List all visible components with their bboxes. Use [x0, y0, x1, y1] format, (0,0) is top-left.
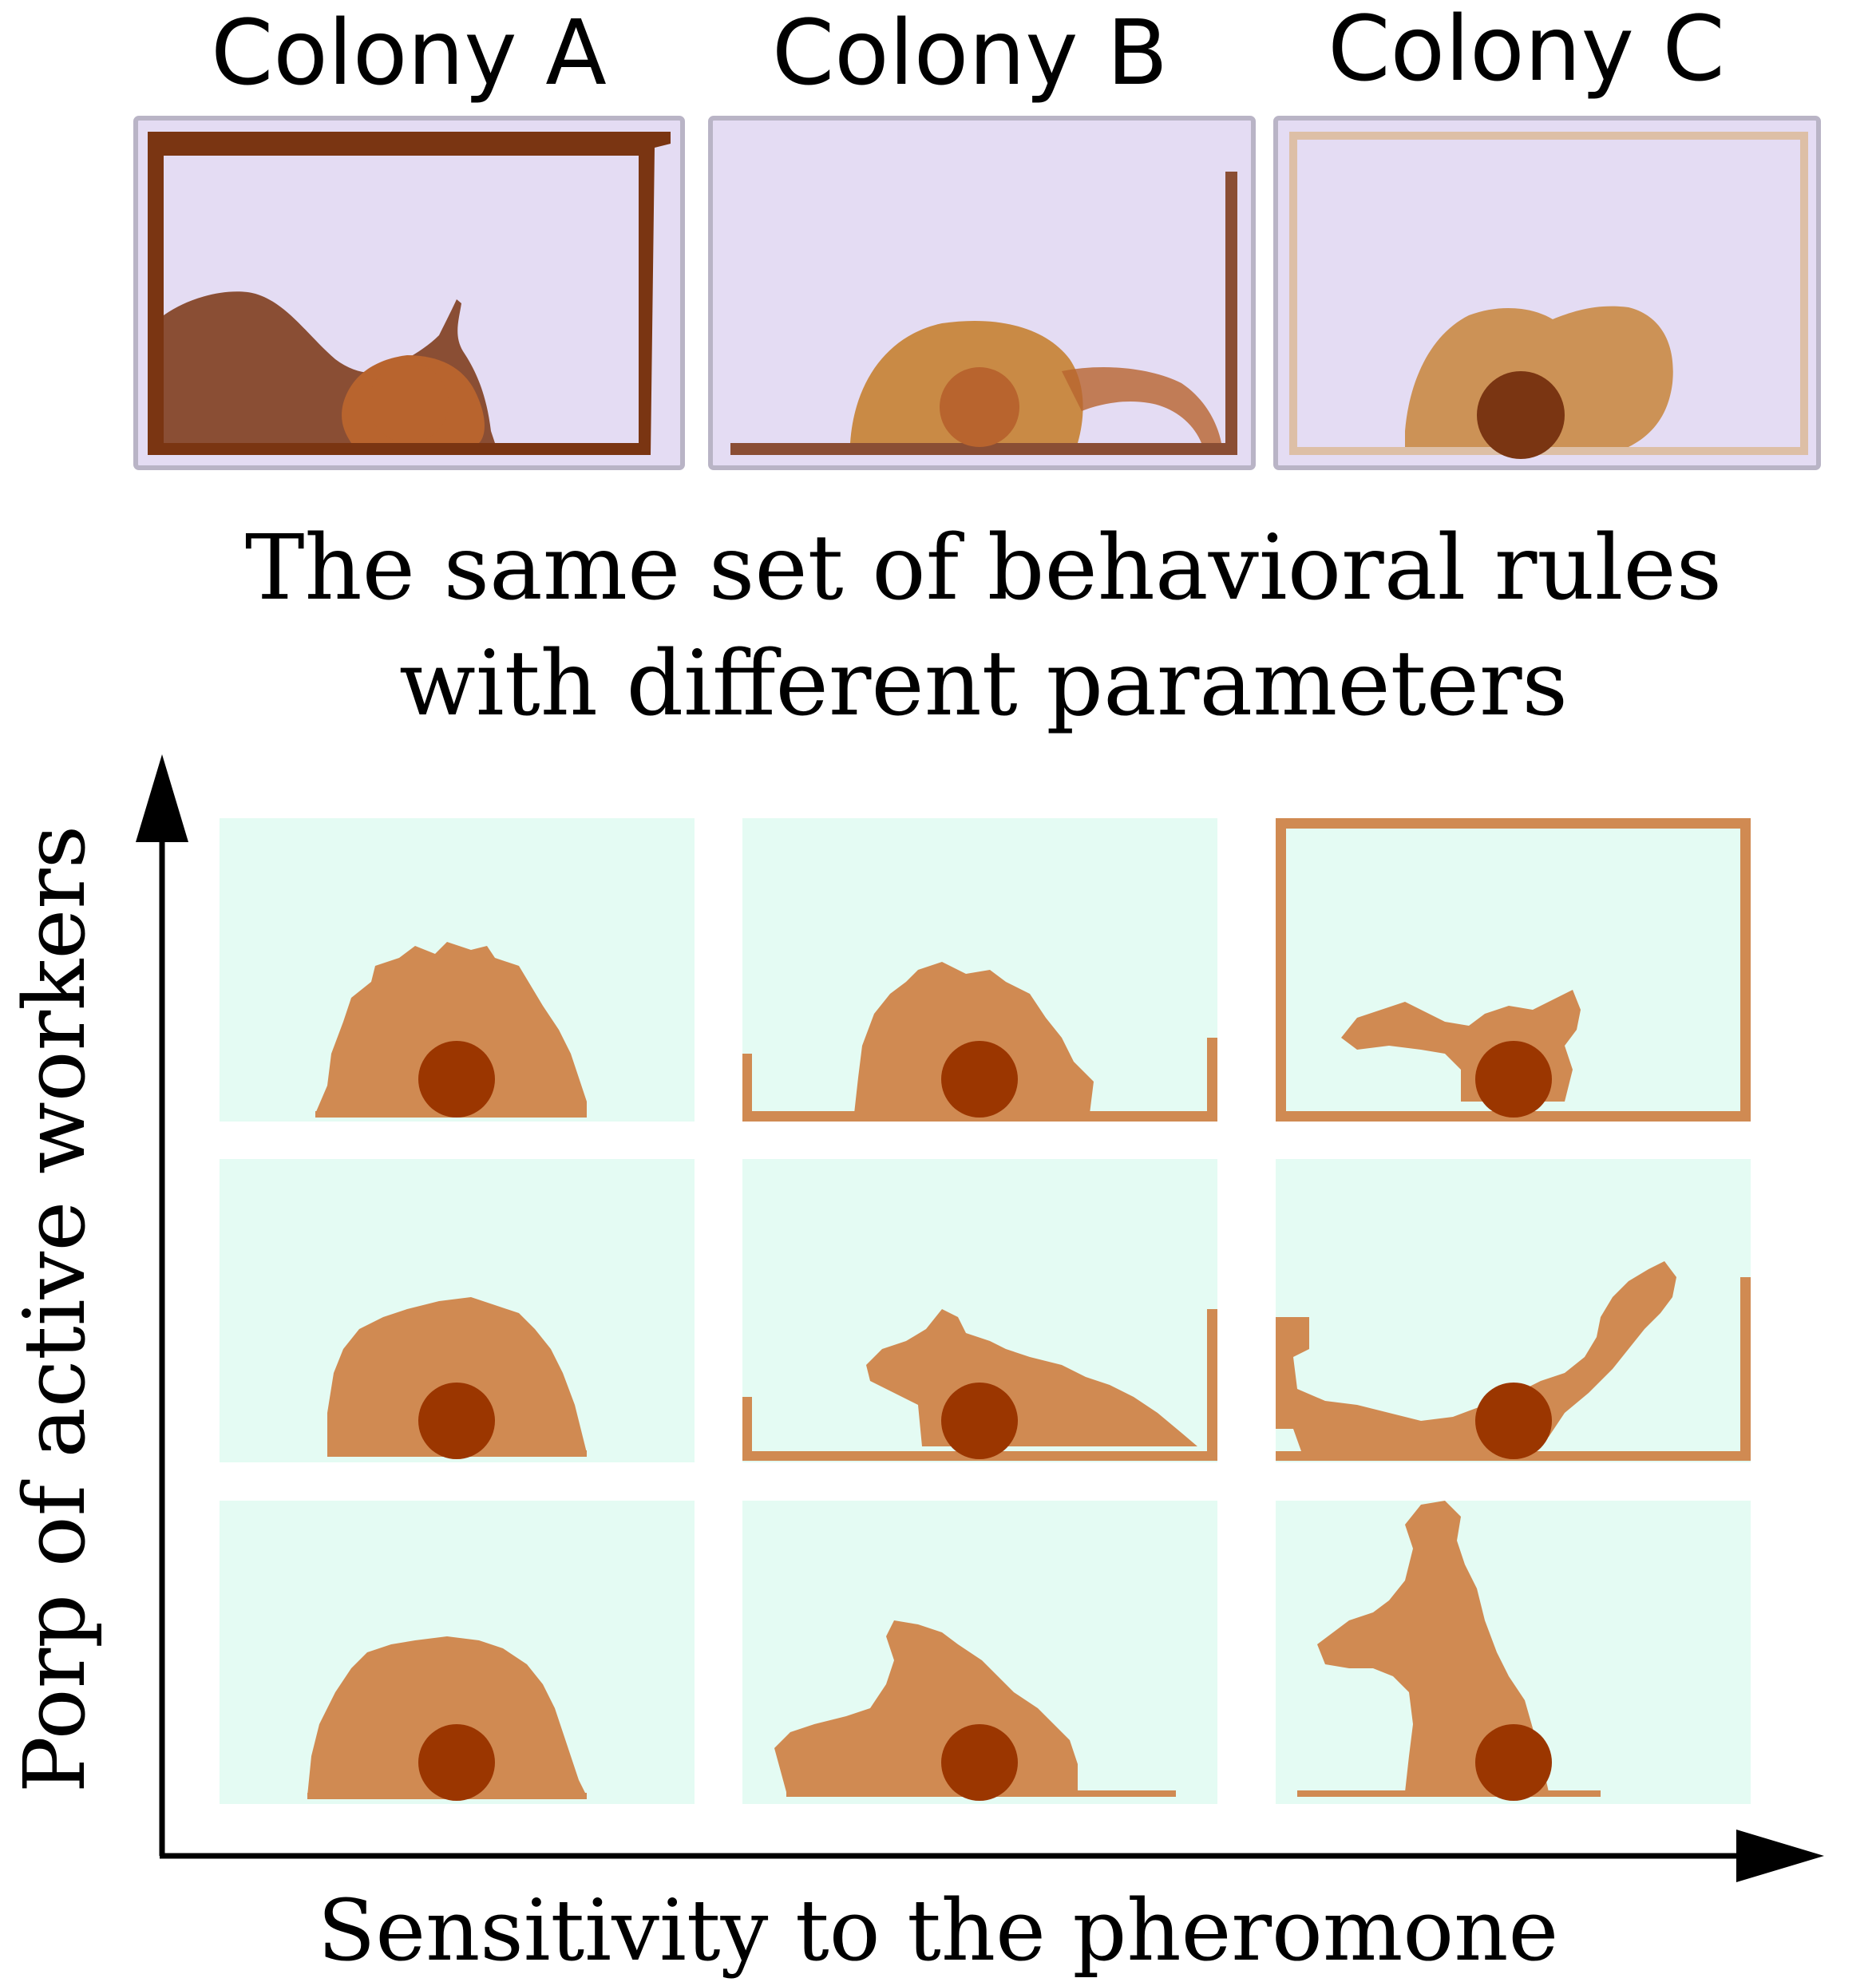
sim-panel-r1c2 — [742, 818, 1217, 1122]
sim-panel-r3c2 — [742, 1501, 1217, 1804]
sim-panel-r2c3 — [1276, 1159, 1751, 1462]
x-axis-arrowhead — [1736, 1830, 1824, 1882]
colony-b-label: Colony B — [772, 2, 1168, 105]
caption-line-1: The same set of behavioral rules — [245, 516, 1722, 620]
y-axis-label: Porp of active workers — [6, 825, 104, 1793]
colony-a-photo — [133, 116, 685, 470]
x-axis-label: Sensitivity to the pheromone — [318, 1881, 1558, 1980]
sim-panel-r3c1 — [220, 1501, 695, 1804]
colony-c-label: Colony C — [1328, 0, 1724, 101]
colony-b-photo — [708, 116, 1256, 470]
sim-panel-r1c1 — [220, 818, 695, 1122]
y-axis-arrowhead — [136, 754, 188, 842]
caption-line-2: with different parameters — [399, 632, 1568, 736]
sim-panel-r1c3 — [1276, 818, 1751, 1122]
sim-panel-r2c2 — [742, 1159, 1217, 1462]
sim-panel-r2c1 — [220, 1159, 695, 1462]
colony-c-photo — [1273, 116, 1821, 470]
sim-panel-r3c3 — [1276, 1501, 1751, 1804]
colony-a-label: Colony A — [211, 2, 607, 105]
